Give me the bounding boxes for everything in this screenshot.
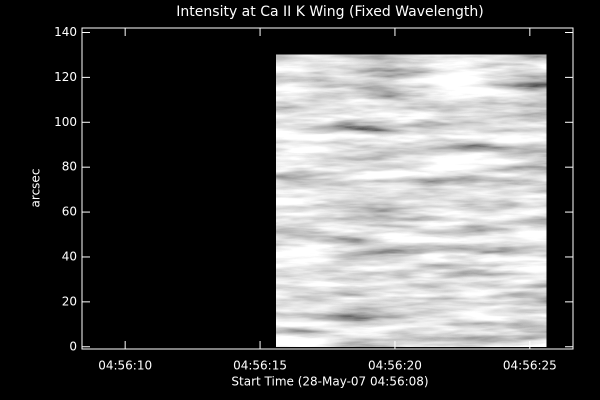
plot-area: 0 20 40 60 80 100 120 140 04:56:10 04:56:15 04:56:… <box>54 25 574 373</box>
y-tick-label: 80 <box>62 160 77 174</box>
y-tick-label: 100 <box>54 115 77 129</box>
y-tick-label: 40 <box>62 249 77 263</box>
x-tick-label: 04:56:10 <box>98 359 152 373</box>
image <box>276 54 547 347</box>
x-tick-label: 04:56:20 <box>368 359 422 373</box>
plot-frame <box>81 27 574 350</box>
x-tick-label: 04:56:25 <box>503 359 557 373</box>
x-axis-label: Start Time (28-May-07 04:56:08) <box>231 375 428 389</box>
y-tick-label: 20 <box>62 294 77 308</box>
y-axis-label: arcsec <box>29 169 43 208</box>
y-tick-label: 0 <box>69 339 77 353</box>
chart-title: Intensity at Ca II K Wing (Fixed Wavelen… <box>176 4 483 20</box>
y-tick-label: 140 <box>54 25 77 39</box>
x-tick-label: 04:56:15 <box>233 359 287 373</box>
y-tick-label: 120 <box>54 70 77 84</box>
y-tick-label: 60 <box>62 205 77 219</box>
